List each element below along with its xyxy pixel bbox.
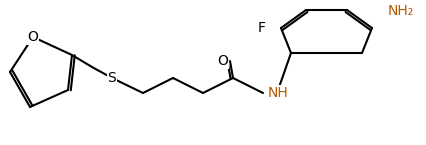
Text: F: F (257, 21, 265, 35)
Text: O: O (217, 54, 228, 68)
Text: S: S (107, 71, 116, 85)
Text: NH₂: NH₂ (387, 4, 413, 18)
Text: O: O (28, 30, 38, 44)
Text: NH: NH (268, 86, 288, 100)
